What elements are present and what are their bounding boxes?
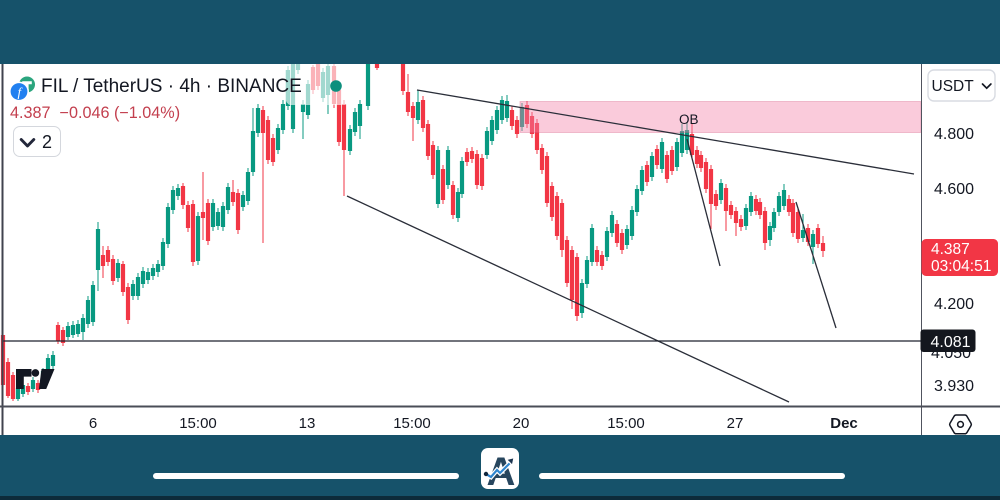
svg-text:15:00: 15:00: [179, 415, 217, 432]
svg-text:4.800: 4.800: [934, 126, 974, 143]
svg-text:15:00: 15:00: [393, 415, 431, 432]
svg-text:13: 13: [299, 415, 316, 432]
svg-text:OB: OB: [679, 112, 699, 127]
svg-text:20: 20: [513, 415, 530, 432]
svg-text:4.081: 4.081: [931, 334, 971, 351]
svg-text:4.200: 4.200: [934, 296, 974, 313]
svg-text:15:00: 15:00: [607, 415, 645, 432]
svg-text:03:04:51: 03:04:51: [931, 258, 991, 275]
svg-text:4.387: 4.387: [931, 241, 970, 258]
svg-text:4.600: 4.600: [934, 181, 974, 198]
svg-text:Dec: Dec: [830, 415, 858, 432]
svg-text:6: 6: [89, 415, 97, 432]
svg-text:27: 27: [727, 415, 744, 432]
svg-text:3.930: 3.930: [934, 378, 974, 395]
svg-text:USDT: USDT: [932, 78, 975, 95]
